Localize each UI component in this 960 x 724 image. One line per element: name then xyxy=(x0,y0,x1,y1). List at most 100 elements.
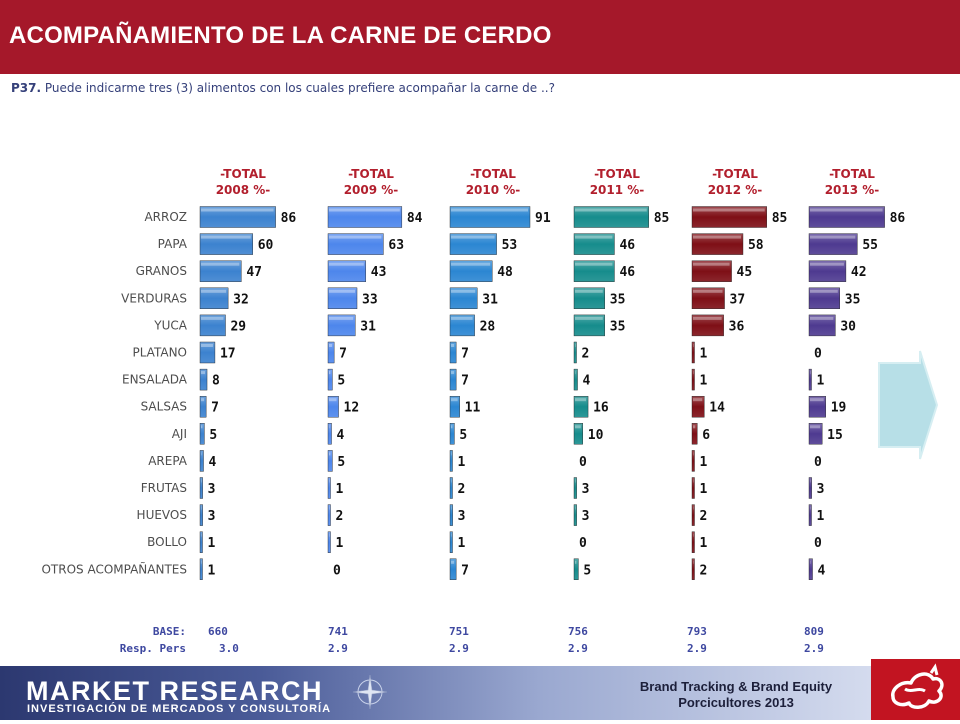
bar xyxy=(449,260,493,282)
bar-highlight xyxy=(201,289,227,293)
bar-highlight xyxy=(693,208,765,212)
data-label: 46 xyxy=(619,238,635,253)
data-label: 2 xyxy=(700,563,708,578)
bar xyxy=(327,314,356,337)
data-label: 47 xyxy=(246,265,262,280)
bar-highlight xyxy=(201,452,202,456)
data-label: 28 xyxy=(480,319,496,334)
bar-highlight xyxy=(693,371,694,375)
data-label: 1 xyxy=(700,374,708,389)
bar-highlight xyxy=(329,344,333,347)
pig-logo-icon xyxy=(891,663,944,709)
bar xyxy=(327,341,335,364)
compass-icon xyxy=(352,674,388,710)
bar xyxy=(691,206,767,228)
bar xyxy=(199,531,203,553)
bar-highlight xyxy=(693,289,723,293)
bar xyxy=(808,206,885,228)
bar-highlight xyxy=(693,344,694,347)
data-label: 7 xyxy=(461,347,469,362)
bar xyxy=(573,368,578,391)
data-label: 4 xyxy=(209,455,217,470)
bar xyxy=(573,341,577,364)
series-header-line2: 2010 %- xyxy=(466,183,521,197)
bar-highlight xyxy=(451,452,452,456)
bar xyxy=(691,423,698,445)
bar-highlight xyxy=(201,235,251,239)
bar-highlight xyxy=(810,425,821,429)
bar-highlight xyxy=(693,560,694,564)
data-label: 14 xyxy=(709,401,725,416)
bar-highlight xyxy=(451,425,453,429)
data-label: 1 xyxy=(336,536,344,551)
resp-value: 2.9 xyxy=(568,642,588,655)
bar-highlight xyxy=(451,208,528,212)
data-label: 2 xyxy=(336,509,344,524)
data-label: 1 xyxy=(817,509,825,524)
data-label: 5 xyxy=(583,563,591,578)
bar xyxy=(449,233,497,255)
bar xyxy=(449,477,453,499)
bar xyxy=(573,395,589,418)
data-label: 3 xyxy=(458,509,466,524)
data-label: 1 xyxy=(458,536,466,551)
bar xyxy=(449,206,531,228)
bar xyxy=(691,395,705,418)
bar-highlight xyxy=(810,371,811,375)
bar xyxy=(808,558,813,580)
bar-highlight xyxy=(451,398,458,402)
data-label: 0 xyxy=(814,455,822,470)
bar-highlight xyxy=(329,289,356,293)
bar xyxy=(199,314,226,337)
bar xyxy=(327,233,384,255)
bar xyxy=(573,477,577,499)
data-label: 15 xyxy=(827,428,843,443)
bar-highlight xyxy=(329,479,330,483)
data-label: 60 xyxy=(258,238,274,253)
bar-highlight xyxy=(201,533,202,537)
bar xyxy=(327,260,367,282)
category-label: FRUTAS xyxy=(141,481,187,495)
bar xyxy=(808,314,836,337)
data-label: 3 xyxy=(208,482,216,497)
data-label: 12 xyxy=(344,401,360,416)
data-label: 63 xyxy=(388,238,404,253)
bar xyxy=(449,450,453,472)
data-label: 16 xyxy=(593,401,609,416)
data-label: 5 xyxy=(459,428,467,443)
study-name: Brand Tracking & Brand Equity xyxy=(639,679,833,694)
next-arrow-icon[interactable] xyxy=(876,345,940,465)
bar-highlight xyxy=(810,560,811,564)
data-label: 1 xyxy=(700,536,708,551)
bar xyxy=(573,504,577,526)
data-label: 4 xyxy=(818,563,826,578)
base-value: 756 xyxy=(568,625,588,638)
data-label: 5 xyxy=(337,374,345,389)
page-title: ACOMPAÑAMIENTO DE LA CARNE DE CERDO xyxy=(9,22,552,49)
bar-highlight xyxy=(575,316,603,320)
data-label: 86 xyxy=(281,211,297,226)
data-label: 30 xyxy=(840,319,856,334)
study-client: Porcicultores 2013 xyxy=(678,695,794,710)
bar xyxy=(573,233,615,255)
bar xyxy=(808,233,858,255)
bar-highlight xyxy=(329,316,354,320)
series-header-line1: -TOTAL xyxy=(712,167,758,181)
data-label: 85 xyxy=(772,211,788,226)
data-label: 3 xyxy=(582,509,590,524)
bar xyxy=(691,531,695,553)
bar-highlight xyxy=(329,452,331,456)
bar xyxy=(808,423,823,445)
bar xyxy=(573,558,579,580)
bar-highlight xyxy=(329,262,364,266)
bar-highlight xyxy=(575,506,576,510)
data-label: 35 xyxy=(610,319,626,334)
data-label: 86 xyxy=(890,211,906,226)
bar-highlight xyxy=(810,479,811,483)
bar-highlight xyxy=(693,235,741,239)
data-label: 6 xyxy=(702,428,710,443)
bar xyxy=(449,314,475,337)
bar-highlight xyxy=(810,208,883,212)
base-value: 660 xyxy=(208,625,228,638)
data-label: 1 xyxy=(700,455,708,470)
